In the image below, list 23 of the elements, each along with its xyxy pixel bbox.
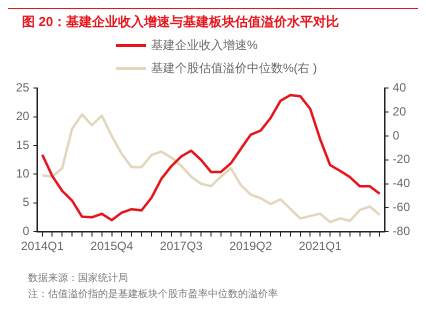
y2-tick-label: -80 <box>392 224 410 238</box>
x-tick-label: 2014Q1 <box>20 239 64 254</box>
y2-tick-label: -40 <box>392 176 410 190</box>
y-tick-label: 5 <box>22 195 30 210</box>
x-tick-label: 2019Q2 <box>229 239 272 254</box>
y-tick-label: 0 <box>22 224 30 238</box>
legend-label: 基建企业收入增速% <box>151 37 258 54</box>
y2-tick-label: -60 <box>392 200 410 214</box>
text: 注：估值溢价指的是基建板块个股市盈率中位数的溢价率 <box>27 288 279 301</box>
y2-tick-label: 20 <box>392 104 406 118</box>
x-tick-label: 2017Q3 <box>160 239 203 254</box>
x-tick-label: 2015Q4 <box>90 239 134 254</box>
y2-tick-label: -20 <box>392 152 410 166</box>
y-tick-label: 20 <box>16 109 30 124</box>
y-tick-label: 25 <box>16 80 30 95</box>
source-note: 数据来源：国家统计局 <box>27 272 129 285</box>
y-tick-label: 10 <box>16 166 30 181</box>
x-tick-label: 2021Q1 <box>298 239 342 254</box>
legend-label: 基建个股估值溢价中位数%(右 ) <box>151 60 317 77</box>
y2-tick-label: 0 <box>392 128 400 142</box>
y-tick-label: 15 <box>16 138 30 152</box>
y2-tick-label: 40 <box>392 80 406 95</box>
chart-title: 图 20：基建企业收入增速与基建板块估值溢价水平对比 <box>8 8 418 31</box>
